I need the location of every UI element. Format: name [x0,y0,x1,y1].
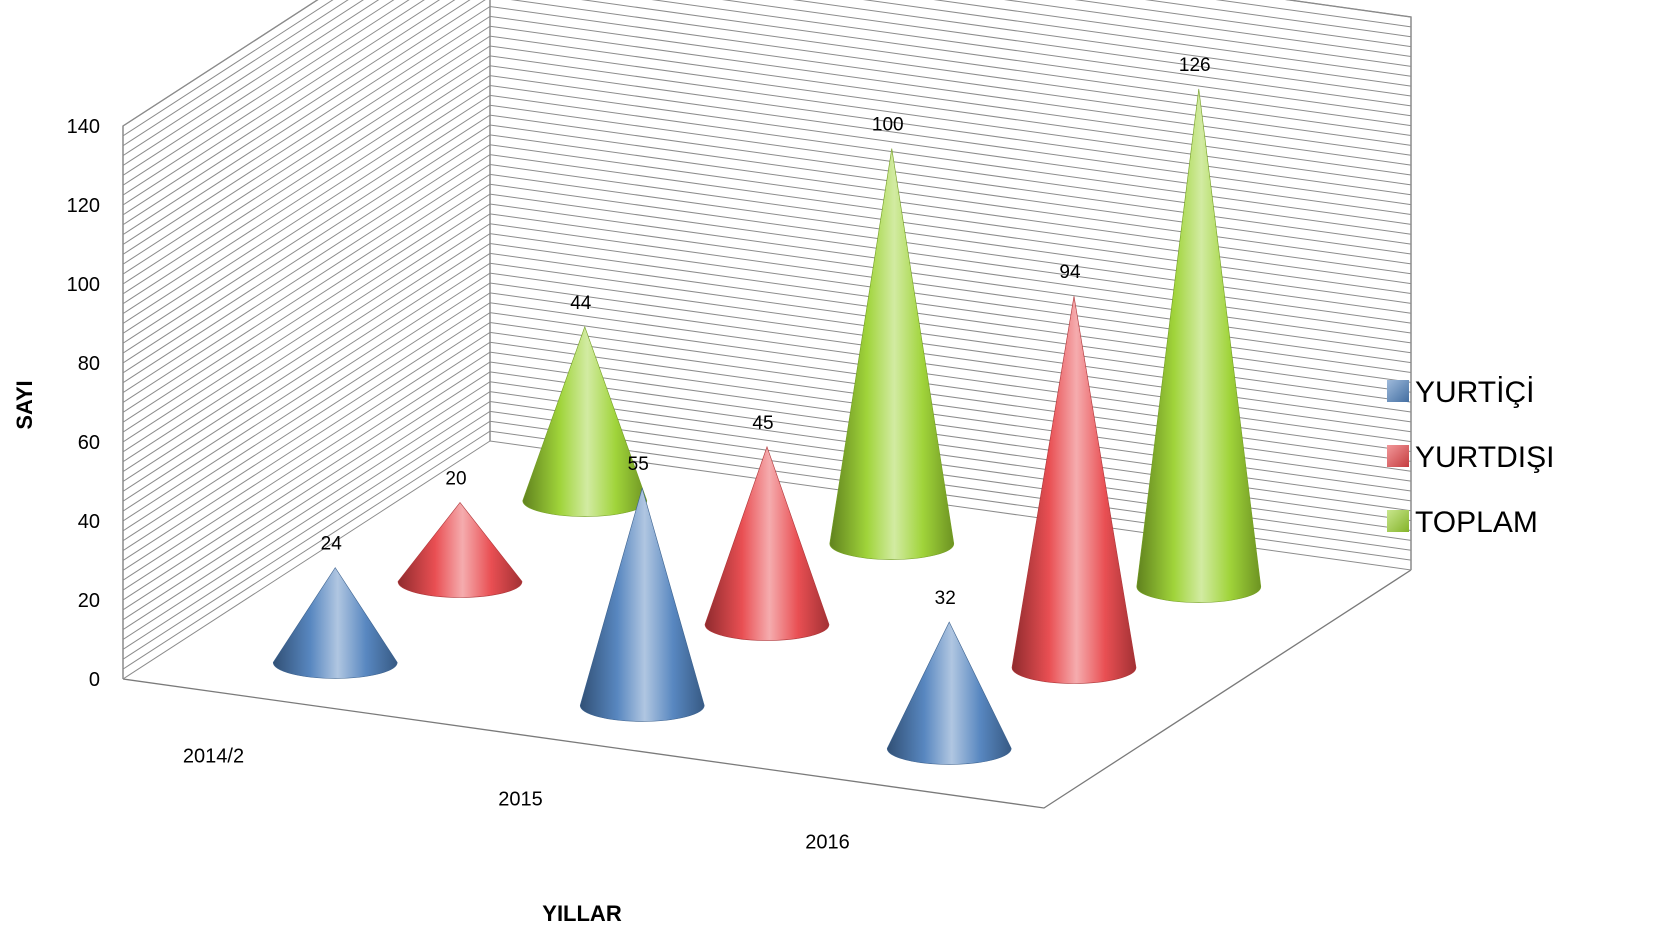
gridline [122,114,1412,354]
gridline [122,134,1412,374]
cone-0-1 [579,487,705,722]
gridline [122,183,1412,423]
legend-swatch [1387,445,1409,467]
y-axis-title: SAYI [12,380,37,429]
x-tick-label: 2014/2 [183,746,244,768]
gridline [122,0,1412,137]
y-tick-label: 80 [78,353,100,375]
data-label: 55 [628,454,649,475]
gridline [122,302,1412,542]
gridline [122,361,1412,601]
gridline [122,381,1412,621]
cone-1-1 [704,445,830,641]
y-axis-ticks: 0 20 40 60 80 100 120 140 [67,116,100,691]
gridline [122,163,1412,403]
gridline [122,0,1412,196]
x-tick-label: 2016 [805,832,850,854]
x-tick-label: 2015 [498,789,543,811]
cone-2-2 [1136,88,1262,603]
gridline [122,282,1412,522]
gridline [122,45,1412,285]
gridline [122,0,1412,147]
gridline [122,173,1412,413]
gridline [122,292,1412,532]
cone-2-0 [522,325,648,517]
gridlines [122,0,1412,680]
gridline [122,0,1412,127]
gridline [122,233,1412,473]
gridline [122,252,1412,492]
gridline [122,5,1412,245]
y-tick-label: 100 [67,274,100,296]
cone-0-0 [272,567,398,679]
gridline [122,351,1412,591]
gridline [122,124,1412,364]
gridline [122,94,1412,334]
gridline [122,203,1412,443]
data-label: 24 [321,534,343,555]
data-label: 45 [752,413,773,434]
gridline [122,104,1412,344]
gridline [122,371,1412,611]
x-axis-ticks: 2014/2 2015 2016 [183,746,850,854]
gridline [122,154,1412,394]
gridline [122,84,1412,324]
gridline [122,0,1412,186]
cone-series [272,88,1262,765]
data-label: 32 [935,588,956,609]
legend-swatch [1387,510,1409,532]
gridline [122,242,1412,482]
gridline [122,262,1412,502]
gridline [122,223,1412,463]
data-labels: 44 100 126 20 45 94 24 55 32 [321,55,1211,609]
x-axis-title: YILLAR [542,901,622,926]
data-label: 94 [1059,262,1081,283]
gridline [122,0,1412,236]
gridline [122,331,1412,571]
y-tick-label: 140 [67,116,100,138]
cone-0-2 [886,621,1012,765]
data-label: 100 [872,115,904,136]
gridline [122,321,1412,561]
gridline [122,0,1412,216]
gridline [122,341,1412,581]
gridline [122,75,1412,315]
gridline [122,312,1412,552]
gridline [122,65,1412,305]
y-tick-label: 20 [78,590,100,612]
data-label: 44 [570,293,592,314]
gridline [122,193,1412,433]
legend: YURTİÇİ YURTDIŞI TOPLAM [1387,376,1554,539]
legend-swatch [1387,380,1409,402]
cone-1-0 [397,502,523,598]
gridline [122,0,1412,226]
gridline [122,213,1412,453]
y-tick-label: 120 [67,195,100,217]
data-label: 126 [1179,55,1211,76]
gridline [122,15,1412,255]
gridline [122,55,1412,295]
gridline [122,272,1412,512]
floor-edge [122,569,1412,809]
legend-label: YURTDIŞI [1415,441,1554,474]
cone-1-2 [1011,296,1137,684]
y-tick-label: 40 [78,511,100,533]
legend-label: YURTİÇİ [1415,376,1534,409]
gridline [122,25,1412,265]
cone-2-1 [829,148,955,560]
gridline [122,0,1412,206]
data-label: 20 [445,469,466,490]
y-tick-label: 60 [78,432,100,454]
y-tick-label: 0 [89,669,100,691]
gridline [122,0,1412,176]
gridline [122,0,1412,157]
legend-label: TOPLAM [1415,506,1538,539]
gridline [122,35,1412,275]
gridline [122,144,1412,384]
gridline [122,0,1412,166]
